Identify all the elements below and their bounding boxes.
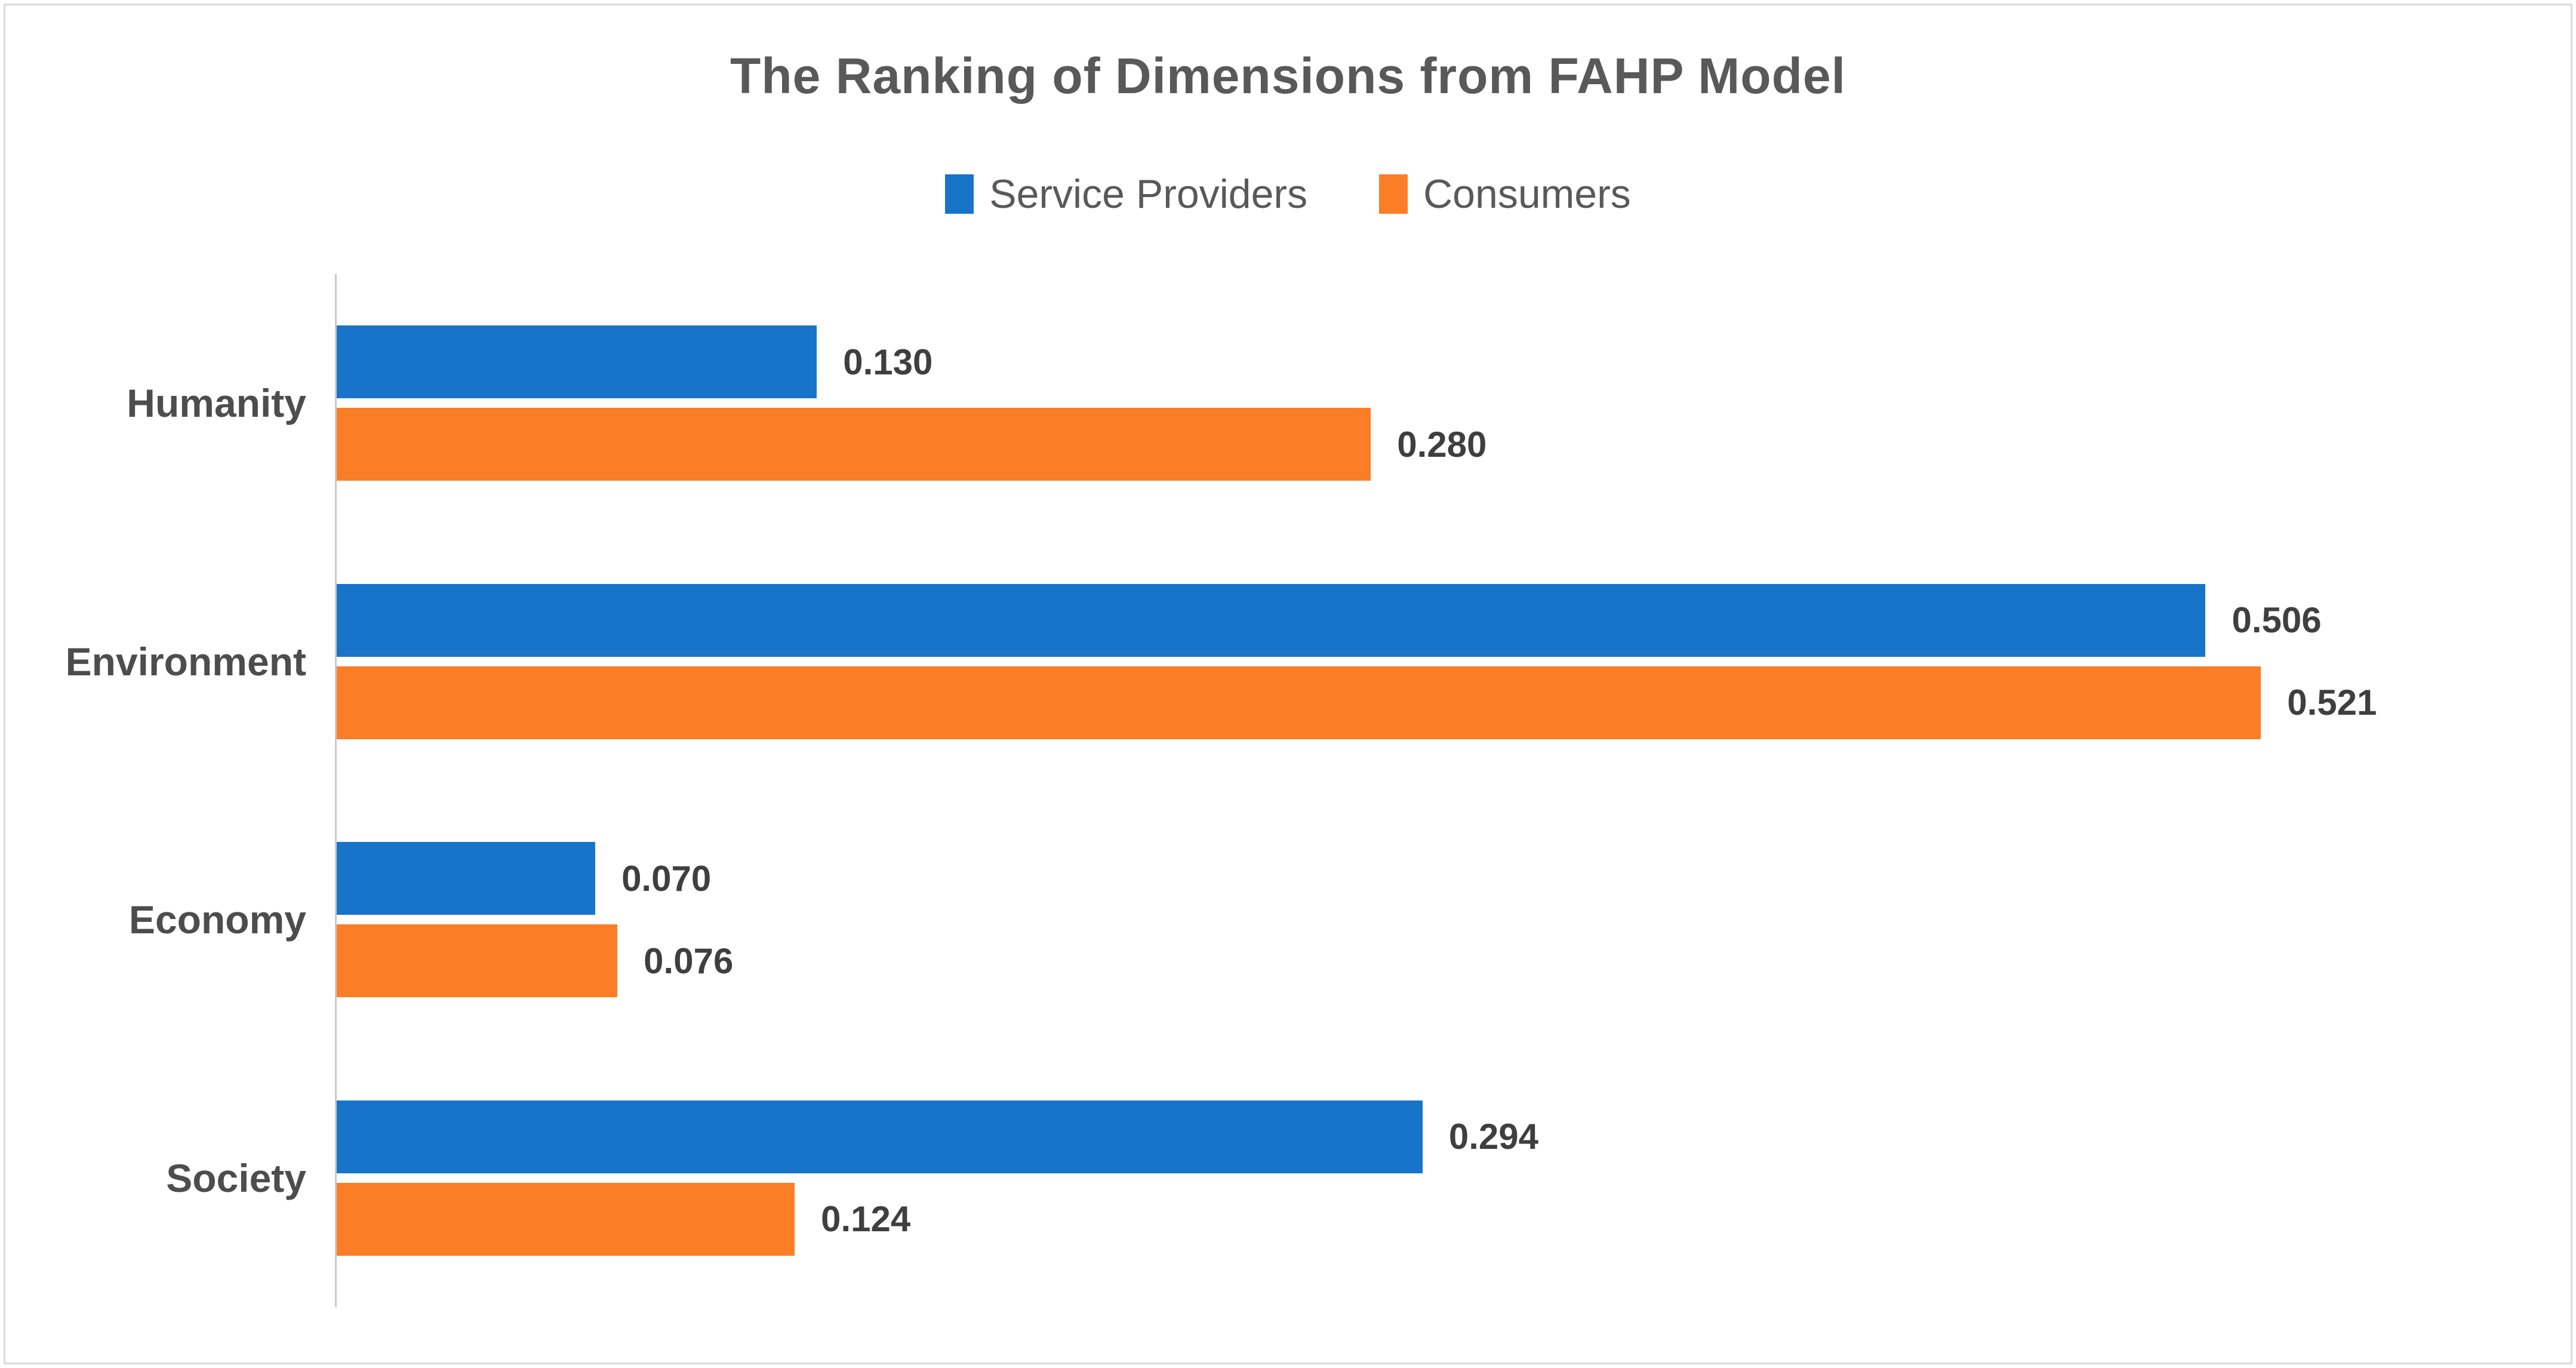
bar-line: 0.294: [337, 1100, 2553, 1173]
legend-item-service-providers: Service Providers: [945, 171, 1307, 217]
category-label: Economy: [128, 897, 306, 942]
bar-line: 0.070: [337, 842, 2553, 915]
value-label: 0.506: [2232, 600, 2322, 641]
bar-line: 0.130: [337, 325, 2553, 399]
category-label: Humanity: [127, 381, 306, 426]
category-label: Society: [166, 1155, 306, 1200]
chart-title: The Ranking of Dimensions from FAHP Mode…: [730, 48, 1846, 104]
value-label: 0.130: [843, 342, 933, 382]
category-row: Economy 0.070 0.076: [5, 791, 2571, 1049]
legend-swatch-icon: [1379, 174, 1408, 214]
value-label: 0.124: [821, 1199, 911, 1240]
legend-swatch-icon: [945, 174, 974, 214]
bar-consumers: [337, 666, 2261, 739]
bar-line: 0.124: [337, 1182, 2553, 1256]
category-row: Environment 0.506 0.521: [5, 532, 2571, 791]
bar-line: 0.076: [337, 924, 2553, 998]
category-bars-group: 0.506 0.521: [335, 532, 2571, 791]
value-label: 0.076: [644, 940, 734, 981]
category-bars-group: 0.130 0.280: [335, 274, 2571, 533]
value-label: 0.070: [621, 858, 712, 899]
bar-line: 0.521: [337, 666, 2553, 739]
category-row: Society 0.294 0.124: [5, 1049, 2571, 1307]
value-label: 0.521: [2287, 683, 2377, 723]
chart-frame: The Ranking of Dimensions from FAHP Mode…: [4, 4, 2572, 1364]
value-label: 0.294: [1448, 1117, 1539, 1157]
category-bars-group: 0.070 0.076: [335, 791, 2571, 1049]
category-bars-group: 0.294 0.124: [335, 1049, 2571, 1307]
plot-area: Humanity 0.130 0.280 Environment 0.506 0…: [5, 274, 2571, 1307]
bar-consumers: [337, 408, 1371, 481]
category-row: Humanity 0.130 0.280: [5, 274, 2571, 533]
bar-line: 0.506: [337, 583, 2553, 657]
bar-line: 0.280: [337, 408, 2553, 481]
legend-item-label: Consumers: [1423, 171, 1631, 217]
bar-service-providers: [337, 1100, 1423, 1173]
value-label: 0.280: [1397, 424, 1487, 465]
legend-item-consumers: Consumers: [1379, 171, 1631, 217]
bar-service-providers: [337, 842, 596, 915]
bar-consumers: [337, 924, 618, 998]
category-label: Environment: [65, 639, 306, 684]
legend-item-label: Service Providers: [989, 171, 1308, 217]
bar-consumers: [337, 1182, 795, 1256]
legend: Service Providers Consumers: [5, 171, 2571, 217]
bar-service-providers: [337, 325, 817, 399]
bar-service-providers: [337, 583, 2206, 657]
